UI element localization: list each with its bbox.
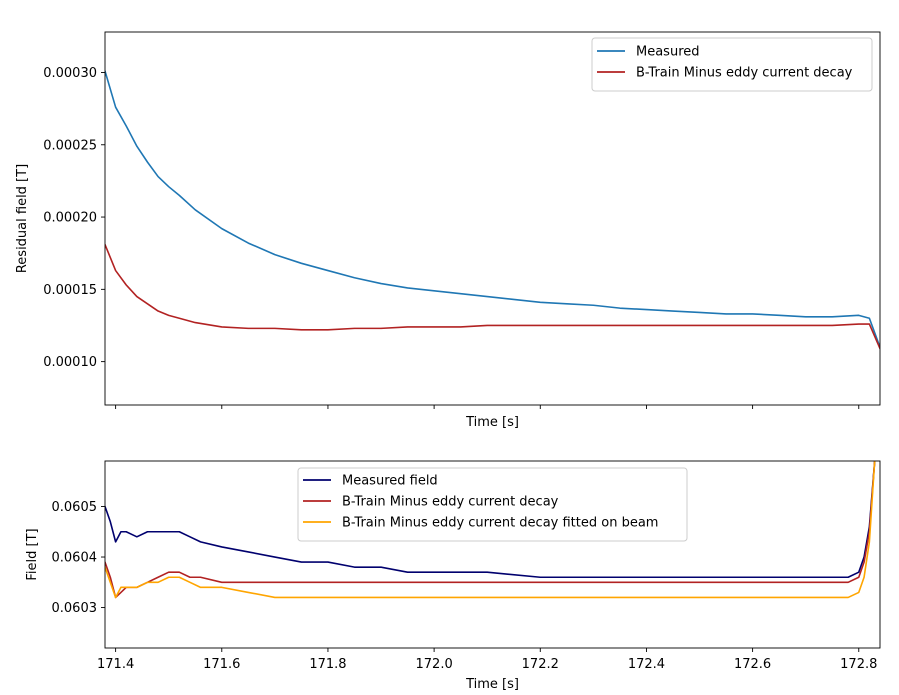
legend-box	[297, 467, 688, 542]
x-axis-label: Time [s]	[465, 415, 519, 430]
residual-field-panel: 0.00010 0.00015 0.00020 0.00025 0.00030 Time …	[15, 31, 881, 430]
axes-frame	[104, 31, 881, 406]
y-tick-label: 0.00010	[43, 355, 97, 370]
series-line-3	[105, 461, 876, 599]
legend-label: Measured	[636, 45, 700, 60]
x-tick-label: 171.4	[97, 657, 134, 672]
y-tick-label: 0.00015	[43, 283, 97, 298]
x-tick-label: 171.6	[203, 657, 240, 672]
y-tick-label: 0.0604	[52, 551, 98, 566]
field-panel: 0.0603 0.0604 0.0605 171.4 171.6 171.8 172.0 17…	[25, 460, 881, 692]
x-axis-label: Time [s]	[465, 677, 519, 692]
y-tick-label: 0.0605	[52, 500, 98, 515]
y-tick-label: 0.00030	[43, 66, 97, 81]
y-axis-label: Field [T]	[25, 528, 40, 580]
x-tick-label: 172.2	[522, 657, 559, 672]
legend-label: B-Train Minus eddy current decay fitted …	[342, 516, 658, 531]
x-tick-label: 172.4	[628, 657, 665, 672]
series-line-1	[105, 70, 880, 348]
x-tick-label: 172.6	[734, 657, 771, 672]
series-line-1	[105, 461, 876, 579]
series-line-2	[105, 243, 880, 350]
legend-label: Measured field	[342, 474, 438, 489]
x-tick-label: 172.8	[840, 657, 877, 672]
legend-box	[591, 37, 873, 92]
legend-label: B-Train Minus eddy current decay	[636, 66, 853, 81]
x-tick-label: 171.8	[309, 657, 346, 672]
y-tick-label: 0.0603	[52, 601, 98, 616]
axes-frame	[104, 460, 881, 649]
legend-label: B-Train Minus eddy current decay	[342, 495, 559, 510]
y-tick-label: 0.00025	[43, 138, 97, 153]
y-axis-label: Residual field [T]	[15, 164, 30, 273]
x-tick-label: 172.0	[416, 657, 453, 672]
y-tick-label: 0.00020	[43, 211, 97, 226]
